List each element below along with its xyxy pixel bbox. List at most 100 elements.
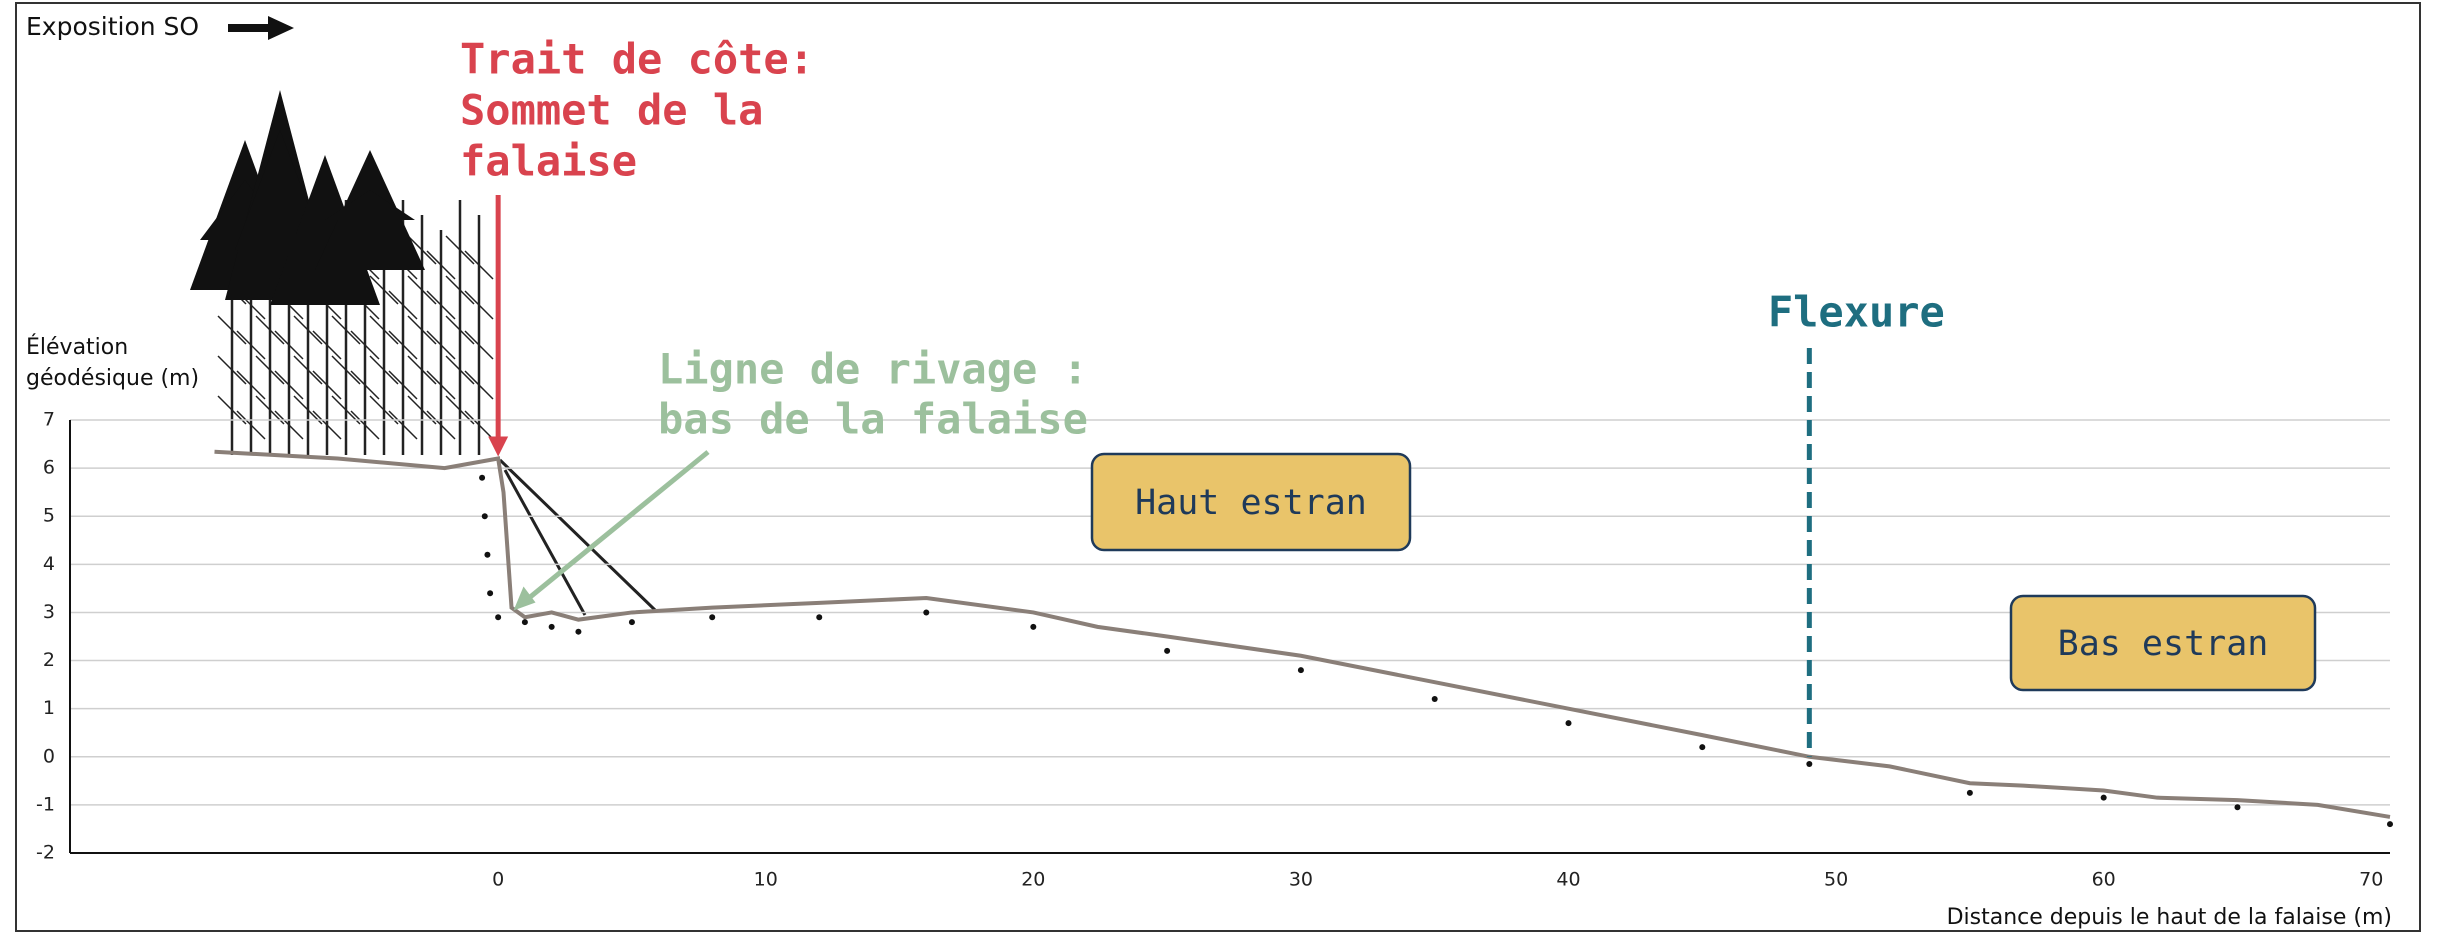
frame [15, 2, 2421, 932]
zone-label: Haut estran [1135, 483, 1367, 523]
sediment-dot [1966, 789, 1973, 796]
tree-branch [236, 410, 266, 440]
tree-branch [331, 315, 361, 345]
fallen-tree [503, 469, 587, 616]
sediment-dot [1806, 760, 1813, 767]
x-tick-label: 40 [1556, 869, 1580, 891]
tree-branch [445, 235, 475, 265]
sediment-dot [2387, 821, 2393, 828]
tree-branch [255, 355, 285, 385]
tree-branch [464, 370, 494, 400]
tree-branch [236, 370, 266, 400]
y-tick-label: 1 [43, 697, 55, 719]
tree-branch [293, 355, 323, 385]
sediment-dot [923, 609, 930, 616]
tree-branch [426, 250, 456, 280]
sediment-dot [484, 551, 491, 558]
tree-branch [445, 315, 475, 345]
zone-label: Bas estran [2058, 624, 2269, 664]
annotation-arrow [521, 450, 710, 605]
x-tick-label: 30 [1289, 869, 1313, 891]
y-tick-label: 7 [43, 409, 55, 431]
y-tick-label: 3 [43, 601, 55, 623]
tree-branch [312, 370, 342, 400]
tree-branch [388, 290, 418, 320]
trees [190, 90, 657, 616]
tree-branch [255, 315, 285, 345]
y-tick-label: 6 [43, 457, 55, 479]
tree-branch [426, 290, 456, 320]
conifer [325, 190, 415, 220]
tree-branch [407, 355, 437, 385]
y-tick-label: 4 [43, 553, 55, 575]
sediment-dot [1431, 696, 1438, 703]
y-axis-label: Élévation [26, 334, 128, 360]
zone-box [2009, 594, 2317, 692]
y-tick-label: -1 [36, 793, 55, 815]
tree-branch [236, 330, 266, 360]
sediment-dot [1030, 623, 1037, 630]
tree-branch [464, 290, 494, 320]
arrow-head [488, 436, 509, 457]
sediment-dot [1565, 720, 1572, 727]
sediment-dot [2100, 794, 2107, 801]
fallen-tree [498, 458, 657, 612]
tree-branch [445, 275, 475, 305]
tree-branch [388, 330, 418, 360]
tree-branch [388, 410, 418, 440]
tree-branch [407, 235, 437, 265]
sediment-dot [709, 614, 716, 621]
sediment-dot [575, 628, 582, 635]
x-tick-label: 20 [1021, 869, 1045, 891]
sediment-dot [521, 619, 528, 626]
tree-branch [369, 315, 399, 345]
tree-branch [426, 370, 456, 400]
tree-branch [464, 250, 494, 280]
tree-branch [445, 355, 475, 385]
annotation-text: Ligne de rivage : [658, 345, 1088, 394]
annotation-text: bas de la falaise [658, 395, 1088, 444]
sediment-dot [1164, 647, 1171, 654]
tree-branch [426, 410, 456, 440]
tree-branch [407, 275, 437, 305]
tree-branch [350, 370, 380, 400]
y-tick-label: 2 [43, 649, 55, 671]
tree-branch [217, 315, 247, 345]
x-tick-label: 10 [754, 869, 778, 891]
tree-branch [369, 275, 399, 305]
tree-branch [407, 315, 437, 345]
tree-branch [274, 370, 304, 400]
annotation-text: Trait de côte: [460, 35, 814, 84]
sediment-dot [487, 590, 494, 597]
tree-branch [464, 410, 494, 440]
sediment-dot [495, 614, 502, 621]
y-tick-label: 0 [43, 745, 55, 767]
annotation-text: Flexure [1768, 288, 1945, 337]
tree-branch [426, 330, 456, 360]
tree-branch [274, 410, 304, 440]
tree-branch [217, 355, 247, 385]
sediment-dot [479, 474, 486, 481]
tree-branch [388, 370, 418, 400]
y-tick-label: -2 [36, 842, 55, 864]
y-axis-label: géodésique (m) [26, 366, 199, 391]
tree-branch [350, 330, 380, 360]
tree-branch [464, 330, 494, 360]
annotation-text: falaise [460, 137, 637, 186]
tree-branch [274, 330, 304, 360]
tree-branch [312, 330, 342, 360]
tree-branch [369, 355, 399, 385]
sediment-dot [548, 623, 555, 630]
profile-line [214, 449, 2391, 819]
corner-label: Exposition SO [26, 12, 199, 41]
x-tick-label: 50 [1824, 869, 1848, 891]
sediment-dot [1297, 667, 1304, 674]
arrow-head [513, 586, 536, 611]
x-tick-label: 0 [492, 869, 504, 891]
tree-branch [312, 410, 342, 440]
tree-branch [293, 315, 323, 345]
y-tick-label: 5 [43, 505, 55, 527]
tree-branch [331, 355, 361, 385]
